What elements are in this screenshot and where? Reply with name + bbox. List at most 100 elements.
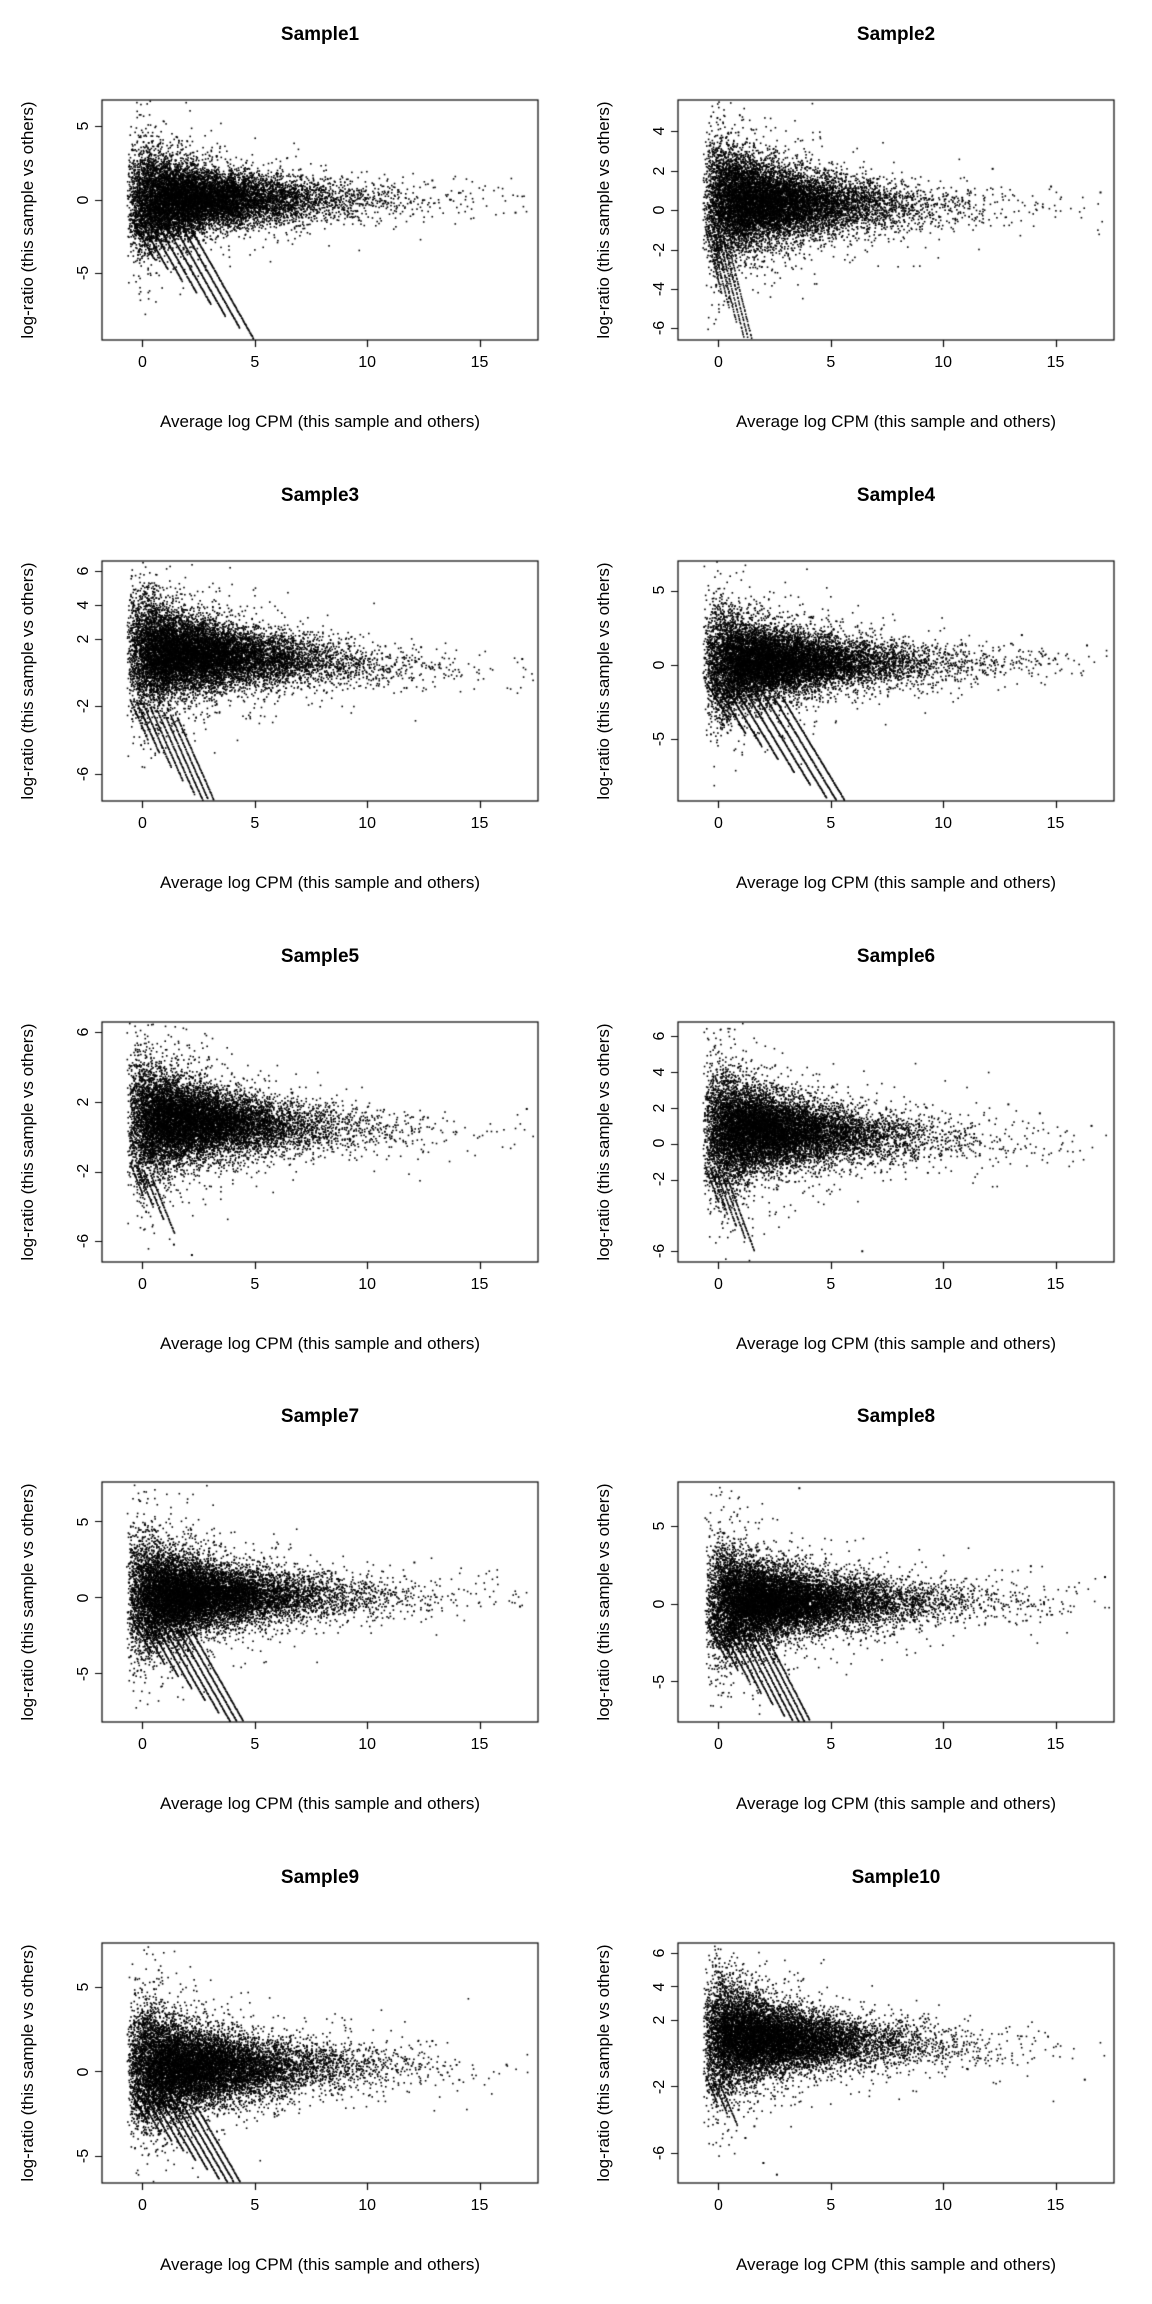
x-tick-label: 0 — [714, 814, 723, 832]
x-tick-label: 5 — [826, 354, 836, 371]
ma-plot-panel: Sample5 0 5 10 15 -6 -2 2 6 Average log CPM (this… — [0, 921, 576, 1383]
y-axis-label: log-ratio (this sample vs others) — [18, 1944, 37, 2182]
plot-title: Sample10 — [851, 1867, 941, 1889]
x-axis-label: Average log CPM (this sample and others) — [159, 872, 480, 892]
scatter-canvas — [576, 0, 1152, 461]
x-tick-label: 10 — [358, 354, 377, 371]
ma-plot-panel: Sample1 0 5 10 15 -5 0 5 Average log CPM (this s… — [0, 0, 576, 461]
scatter-canvas — [0, 1382, 576, 1844]
plot-title: Sample8 — [856, 1406, 936, 1428]
x-tick-label: 15 — [470, 2197, 489, 2215]
x-tick-label: 5 — [826, 1736, 836, 1754]
x-tick-label: 10 — [934, 2197, 953, 2215]
scatter-canvas — [576, 1382, 1152, 1844]
y-tick-label: 4 — [651, 127, 668, 136]
y-tick-label: -6 — [651, 2146, 668, 2161]
scatter-canvas — [0, 460, 576, 922]
y-tick-label: -2 — [651, 2079, 668, 2094]
y-tick-label: 2 — [651, 2015, 668, 2025]
y-axis-label: log-ratio (this sample vs others) — [18, 1023, 37, 1261]
plot-title: Sample2 — [856, 24, 936, 45]
plot-title: Sample1 — [280, 24, 360, 45]
x-tick-label: 15 — [1046, 354, 1065, 371]
y-tick-label: 4 — [651, 1067, 668, 1077]
x-tick-label: 10 — [934, 1275, 953, 1293]
y-tick-label: 0 — [75, 195, 92, 204]
y-tick-label: -6 — [651, 321, 668, 336]
y-tick-label: 6 — [75, 1027, 92, 1037]
y-tick-label: -6 — [651, 1243, 668, 1258]
y-tick-label: 0 — [651, 1599, 668, 1609]
y-tick-label: 6 — [75, 566, 92, 576]
y-tick-label: -2 — [651, 1172, 668, 1187]
x-axis-label: Average log CPM (this sample and others) — [735, 1333, 1056, 1353]
y-tick-label: -6 — [75, 766, 92, 781]
x-axis-label: Average log CPM (this sample and others) — [159, 1333, 480, 1353]
y-axis-label: log-ratio (this sample vs others) — [594, 1944, 613, 2182]
scatter-canvas — [576, 1843, 1152, 2304]
x-tick-label: 0 — [138, 2197, 147, 2215]
x-tick-label: 0 — [714, 1736, 723, 1754]
x-tick-label: 15 — [1046, 1275, 1065, 1293]
ma-plot-panel: Sample9 0 5 10 15 -5 0 5 Average log CPM (this s… — [0, 1843, 576, 2304]
x-tick-label: 10 — [358, 814, 377, 832]
plot-title: Sample7 — [280, 1406, 360, 1428]
y-axis-label: log-ratio (this sample vs others) — [594, 1023, 613, 1261]
y-tick-label: -5 — [75, 1666, 92, 1681]
x-tick-label: 5 — [250, 2197, 260, 2215]
y-tick-label: 6 — [651, 1948, 668, 1958]
y-tick-label: 0 — [651, 660, 668, 669]
y-tick-label: 5 — [651, 585, 668, 595]
y-tick-label: -5 — [651, 1674, 668, 1689]
x-tick-label: 10 — [934, 354, 953, 371]
ma-plot-panel: Sample6 0 5 10 15 -6 -2 0 2 4 6 Average log CPM (th… — [576, 921, 1152, 1383]
scatter-canvas — [576, 921, 1152, 1383]
x-tick-label: 5 — [250, 354, 260, 371]
x-axis-label: Average log CPM (this sample and others) — [735, 412, 1056, 431]
x-tick-label: 0 — [714, 354, 723, 371]
y-tick-label: 5 — [75, 1517, 92, 1527]
scatter-canvas — [0, 1843, 576, 2304]
scatter-canvas — [0, 921, 576, 1383]
x-tick-label: 10 — [358, 1275, 377, 1293]
y-tick-label: 0 — [651, 205, 668, 215]
x-tick-label: 5 — [250, 1275, 260, 1293]
ma-plot-panel: Sample3 0 5 10 15 -6 -2 2 4 6 Average log CPM (thi… — [0, 460, 576, 922]
plot-title: Sample6 — [856, 945, 936, 967]
y-tick-label: 6 — [651, 1031, 668, 1041]
y-axis-label: log-ratio (this sample vs others) — [18, 101, 37, 339]
x-tick-label: 0 — [138, 814, 147, 832]
ma-plot-panel: Sample7 0 5 10 15 -5 0 5 Average log CPM (this s… — [0, 1382, 576, 1844]
y-tick-label: 2 — [75, 634, 92, 643]
y-tick-label: 2 — [651, 1103, 668, 1113]
y-tick-label: 0 — [75, 2067, 92, 2077]
x-axis-label: Average log CPM (this sample and others) — [735, 872, 1056, 892]
plot-title: Sample4 — [856, 484, 936, 506]
x-tick-label: 15 — [1046, 1736, 1065, 1754]
x-tick-label: 15 — [1046, 2197, 1065, 2215]
x-axis-label: Average log CPM (this sample and others) — [735, 1794, 1056, 1814]
y-tick-label: 5 — [75, 1982, 92, 1992]
ma-plot-panel: Sample8 0 5 10 15 -5 0 5 Average log CPM (this s… — [576, 1382, 1152, 1844]
x-tick-label: 10 — [358, 2197, 377, 2215]
scatter-canvas — [576, 460, 1152, 922]
plot-title: Sample9 — [280, 1867, 360, 1889]
x-tick-label: 15 — [470, 354, 489, 371]
x-tick-label: 5 — [250, 1736, 260, 1754]
x-tick-label: 15 — [470, 1275, 489, 1293]
y-tick-label: -2 — [75, 1164, 92, 1179]
x-tick-label: 10 — [934, 814, 953, 832]
x-tick-label: 5 — [250, 814, 260, 832]
x-tick-label: 0 — [138, 354, 147, 371]
x-axis-label: Average log CPM (this sample and others) — [735, 2255, 1056, 2275]
y-axis-label: log-ratio (this sample vs others) — [18, 1483, 37, 1721]
y-tick-label: 0 — [75, 1593, 92, 1603]
y-tick-label: -5 — [75, 265, 92, 280]
y-tick-label: 4 — [651, 1982, 668, 1991]
y-tick-label: -5 — [75, 2149, 92, 2164]
x-tick-label: 5 — [826, 2197, 836, 2215]
x-tick-label: 10 — [358, 1736, 377, 1754]
x-tick-label: 0 — [714, 2197, 723, 2215]
x-tick-label: 5 — [826, 1275, 836, 1293]
